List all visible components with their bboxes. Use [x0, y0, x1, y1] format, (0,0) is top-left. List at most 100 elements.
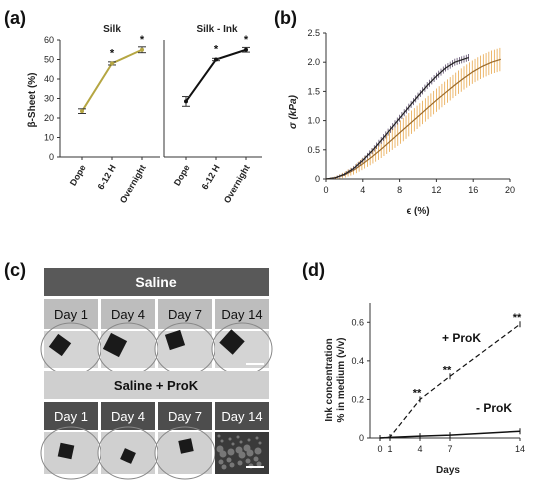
chart-a-ytick-label: 10 — [44, 133, 54, 143]
series-label-minus-prok: - ProK — [476, 401, 512, 415]
chart-b-ylabel: σ (kPa) — [288, 94, 299, 129]
panel-label-d: (d) — [302, 260, 325, 280]
degraded-particle — [236, 435, 240, 439]
chart-b-xlabel: ϵ (%) — [406, 206, 429, 217]
sample-photo-saline — [215, 331, 269, 368]
chart-d-xtick-label: 4 — [417, 444, 422, 454]
chart-a-xtick-label: 6-12 H — [96, 163, 118, 191]
day-cell-saline — [158, 299, 212, 329]
chart-b-ytick-label: 0.5 — [307, 145, 320, 155]
silk-ink-sample — [219, 329, 245, 355]
degraded-particle — [226, 457, 232, 463]
degraded-particle — [255, 436, 259, 440]
chart-a-ink: Silk - Ink Dope 6-12 H Overnight * * — [163, 24, 262, 205]
chart-b-xtick-label: 16 — [468, 185, 478, 195]
chart-b-xtick-label: 12 — [431, 185, 441, 195]
degraded-particle — [228, 437, 232, 441]
degraded-particle — [246, 449, 254, 457]
chart-a-ytick-label: 30 — [44, 94, 54, 104]
chart-a-point — [244, 47, 248, 52]
day-label-saline: Day 4 — [111, 307, 145, 322]
chart-d-xtick-label: 14 — [515, 444, 525, 454]
chart-d-significance: ** — [513, 312, 522, 324]
degraded-particle — [253, 456, 259, 462]
chart-a-point — [140, 47, 144, 52]
chart-d-ytick-label: 0.4 — [351, 356, 364, 366]
degraded-particle — [237, 460, 243, 466]
header-saline-bg — [44, 268, 269, 296]
degraded-particle — [231, 442, 235, 446]
chart-b-ytick-label: 0 — [315, 174, 320, 184]
chart-b: σ (kPa) ϵ (%) 0 4 8 12 16 20 0 0.5 1.0 1.5 2.0 2.5 — [288, 28, 515, 217]
silk-ink-sample — [57, 442, 75, 460]
day-label-saline: Day 1 — [54, 307, 88, 322]
chart-a-point — [214, 57, 218, 62]
degraded-particle — [227, 448, 235, 456]
chart-b-xtick-label: 8 — [397, 185, 402, 195]
chart-b-xtick-label: 0 — [323, 185, 328, 195]
chart-b-series2-line — [325, 58, 501, 180]
chart-b-xtick-label: 4 — [360, 185, 365, 195]
chart-d-ylabel-line1: Ink concentration — [324, 338, 335, 421]
day-label-prok: Day 1 — [54, 409, 88, 424]
degraded-particle — [245, 458, 251, 464]
day-label-prok: Day 7 — [168, 409, 202, 424]
panel-c-grid: Saline Day 1 Day 4 Day 7 Day 14 Saline + Pr… — [40, 268, 273, 480]
chart-a-ytick-label: 20 — [44, 113, 54, 123]
day-cell-prok — [158, 402, 212, 430]
chart-a-significance: * — [214, 44, 219, 56]
chart-a-point — [110, 61, 114, 66]
degraded-particle — [229, 462, 235, 468]
chart-a-ytick-label: 40 — [44, 74, 54, 84]
chart-d-xlabel: Days — [436, 465, 460, 476]
degraded-particle — [218, 459, 224, 465]
chart-d-ytick-label: 0.6 — [351, 317, 364, 327]
degraded-particle — [256, 461, 262, 467]
chart-b-ytick-label: 2.0 — [307, 57, 320, 67]
chart-a-ytick-label: 0 — [49, 152, 54, 162]
chart-a-silk: Silk β-Sheet (%) 0 10 20 30 40 50 60 Dope 6-12 … — [27, 24, 160, 205]
chart-a-ytick-label: 50 — [44, 55, 54, 65]
chart-a-ink-title: Silk - Ink — [196, 24, 238, 35]
day-label-saline: Day 14 — [221, 307, 262, 322]
chart-d-ylabel-line2: % in medium (v/v) — [336, 337, 347, 422]
chart-b-ytick-label: 2.5 — [307, 28, 320, 38]
degraded-particle — [217, 434, 221, 438]
sample-photo-saline — [44, 331, 98, 368]
chart-b-series1-line — [325, 56, 469, 180]
silk-ink-sample — [48, 333, 72, 357]
chart-d-ytick-label: 0.2 — [351, 394, 364, 404]
day-label-saline: Day 7 — [168, 307, 202, 322]
chart-d-xtick-label: 1 — [387, 444, 392, 454]
chart-a-silk-title: Silk — [103, 24, 121, 35]
chart-d-xtick-label: 7 — [447, 444, 452, 454]
chart-a-xtick-label: Overnight — [118, 163, 148, 205]
degraded-particle — [258, 441, 262, 445]
chart-a-xtick-label: Overnight — [222, 163, 252, 205]
day-cell-saline — [101, 299, 155, 329]
day-cell-prok — [44, 402, 98, 430]
chart-d: Ink concentration % in medium (v/v) Days… — [324, 303, 525, 476]
silk-ink-sample — [102, 332, 128, 358]
silk-ink-sample — [164, 329, 186, 351]
day-cell-saline — [215, 299, 269, 329]
chart-d-significance: ** — [413, 387, 422, 399]
degraded-particle — [254, 447, 262, 455]
header-saline-prok: Saline + ProK — [114, 378, 199, 393]
chart-b-ytick-label: 1.5 — [307, 86, 320, 96]
panel-label-c: (c) — [4, 260, 26, 280]
chart-a-significance: * — [244, 34, 249, 46]
degraded-particle — [221, 464, 227, 470]
chart-d-xtick-label: 0 — [377, 444, 382, 454]
day-cell-prok — [101, 402, 155, 430]
chart-a-ylabel: β-Sheet (%) — [27, 73, 38, 128]
degraded-particle — [220, 439, 224, 443]
chart-d-significance: ** — [443, 364, 452, 376]
header-saline-prok-bg — [44, 371, 269, 399]
chart-a-significance: * — [110, 47, 115, 59]
panel-label-a: (a) — [4, 8, 26, 28]
sample-photo-prok — [158, 432, 212, 474]
day-label-prok: Day 4 — [111, 409, 145, 424]
chart-d-ytick-label: 0 — [359, 433, 364, 443]
